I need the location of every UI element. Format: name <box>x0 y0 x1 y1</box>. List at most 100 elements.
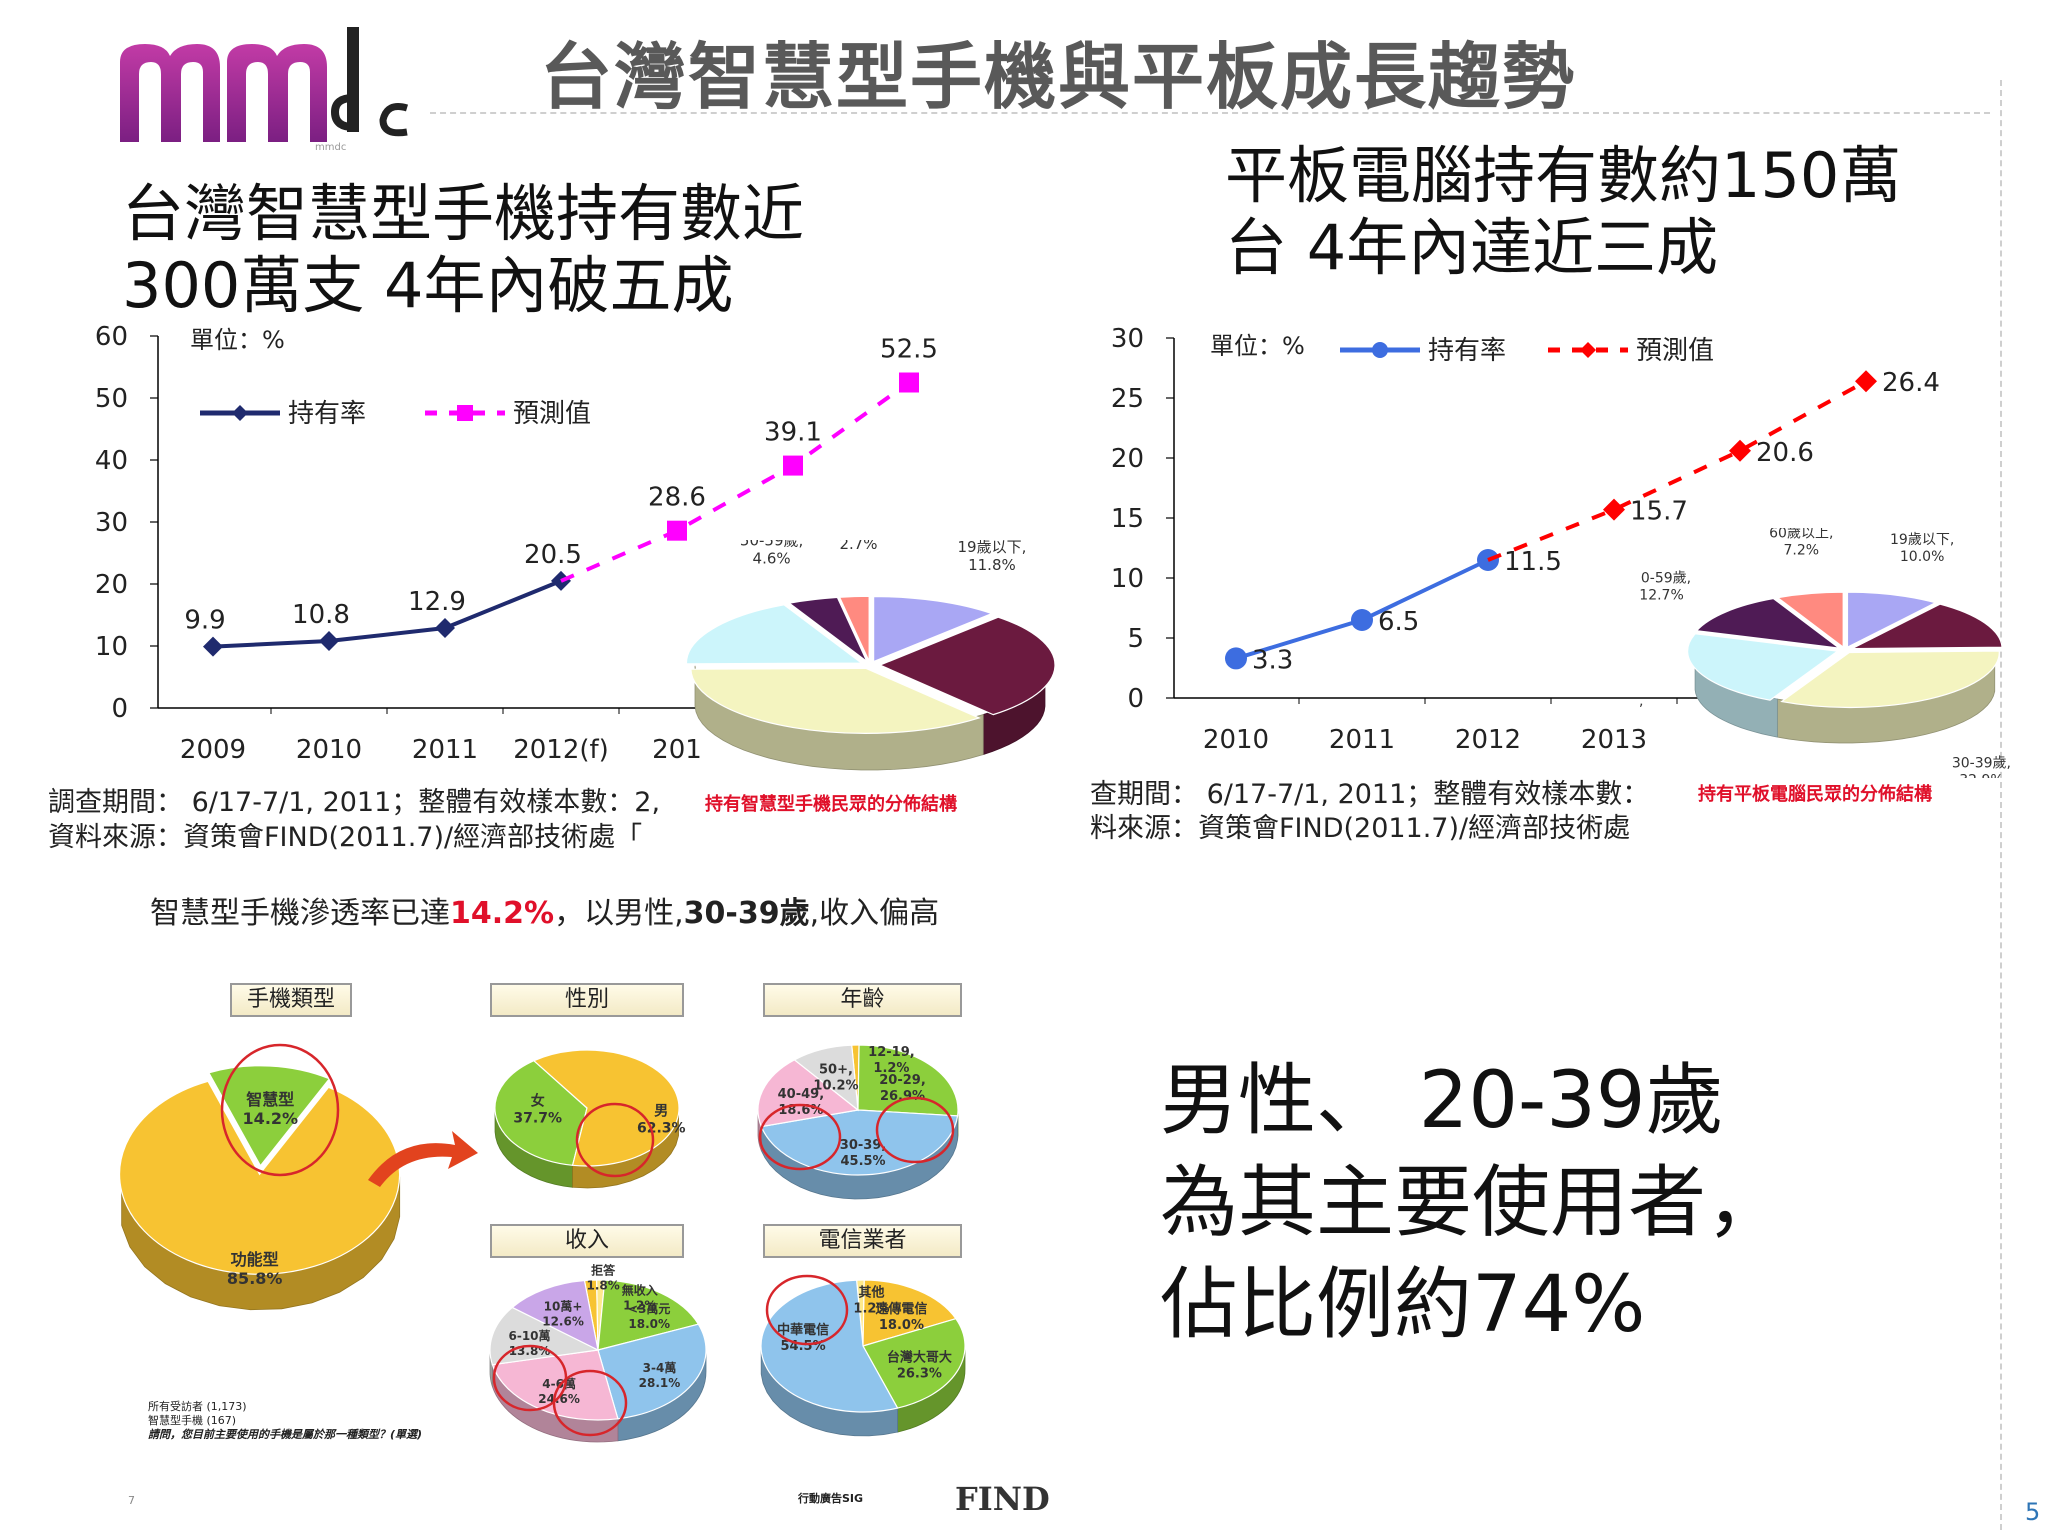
highlight-ring <box>220 1043 340 1177</box>
data-point <box>667 520 687 541</box>
data-label: 6.5 <box>1378 607 1419 637</box>
pie-slice-value: 62.3% <box>637 1121 686 1137</box>
data-point <box>783 455 803 476</box>
pie-slice-value: 1.2% <box>853 1301 889 1316</box>
legend-marker <box>232 405 248 421</box>
legend-marker <box>1372 342 1388 358</box>
pie-slice-value: 18.0% <box>879 1318 924 1333</box>
pie-slice <box>878 616 1056 716</box>
find-logo: FIND <box>955 1480 1050 1518</box>
pie-slice <box>685 604 864 665</box>
pie-slice <box>489 1306 601 1366</box>
tablet-age-pie: 19歲以下,10.0%20-29歲,14.6%30-39歲,32.9%40-49… <box>1640 528 2010 778</box>
pie-slice-value: 11.8% <box>968 556 1016 574</box>
x-tick-label: 2010 <box>296 735 362 765</box>
curved-arrow-icon <box>368 1131 478 1187</box>
data-label: 28.6 <box>648 483 706 513</box>
x-tick-label: 2010 <box>1203 725 1269 755</box>
pie-slice-value: 2.7% <box>839 540 877 553</box>
pie-slice-value: 85.8% <box>227 1269 283 1288</box>
highlight-ring <box>765 1274 849 1346</box>
pie-slice-value: 12.7% <box>1640 587 1684 603</box>
smartphone-age-pie: 19歲以下,11.8%20-29歲,27.0%30-39歲,36.0%0-49歲… <box>685 540 1056 771</box>
legend-label-forecast: 預測值 <box>1636 336 1714 366</box>
pie-slice-value: 10.2% <box>813 1079 858 1094</box>
survey-label-telecom: 電信業者 <box>763 1224 962 1258</box>
pie-slice-label: 6-10萬 <box>508 1328 550 1343</box>
x-tick-label: 2012 <box>1455 725 1521 755</box>
data-label: 20.5 <box>524 540 582 570</box>
pie-slice-label: 4-6萬 <box>542 1376 576 1391</box>
y-tick-label: 15 <box>1111 504 1144 534</box>
legend-label-forecast: 預測值 <box>513 399 591 429</box>
pie-slice-value: 14.2% <box>243 1109 299 1128</box>
data-point <box>551 570 571 591</box>
right-source-line1: 查期間： 6/17-7/1, 2011；整體有效樣本數： <box>1090 779 1650 810</box>
unit-label: 單位：% <box>190 326 285 354</box>
data-point <box>1225 647 1247 670</box>
pie-slice-label: 60歲以上, <box>1769 528 1833 541</box>
y-tick-label: 40 <box>95 446 128 476</box>
mmdc-logo: mmdc <box>120 27 409 152</box>
logo-text: mmdc <box>315 142 346 152</box>
page-number: 5 <box>2025 1498 2041 1526</box>
pie-slice-label: 20-29, <box>879 1073 926 1088</box>
right-divider <box>2000 80 2002 1530</box>
series-line-forecast <box>1487 379 1867 562</box>
data-label: 20.6 <box>1756 438 1814 468</box>
y-tick-label: 10 <box>95 632 128 662</box>
pie-slice-value: 12.6% <box>542 1315 584 1329</box>
highlight-ring <box>758 1103 842 1171</box>
pie-slice-label: 功能型 <box>231 1250 279 1269</box>
pie-slice-value: 26.3% <box>897 1366 942 1381</box>
data-point <box>1603 498 1625 521</box>
survey-notes-line1: 所有受訪者 (1,173) <box>148 1400 247 1413</box>
y-tick-label: 30 <box>1111 324 1144 354</box>
y-tick-label: 20 <box>95 570 128 600</box>
survey-label-phone-type: 手機類型 <box>230 983 352 1017</box>
survey-footer-brand: 行動廣告SIG <box>798 1492 864 1505</box>
pie-slice-value: 26.9% <box>880 1089 925 1104</box>
pie-slice <box>862 1279 957 1347</box>
pie-slice <box>838 595 870 662</box>
y-tick-label: 0 <box>111 694 128 724</box>
x-tick-label: 201 <box>652 735 702 765</box>
highlight-ring <box>552 1369 628 1437</box>
y-tick-label: 5 <box>1127 624 1144 654</box>
pie-slice-label: 拒答 <box>591 1263 616 1278</box>
survey-footer-page: 7 <box>128 1494 135 1507</box>
pie-slice-label: 智慧型 <box>246 1090 294 1109</box>
data-label: 3.3 <box>1252 645 1293 675</box>
pie-slice-label: 50-59歲, <box>740 540 803 549</box>
pie-slice <box>690 667 981 734</box>
pie-slice <box>1780 650 2000 709</box>
pie-slice-label: 12-19, <box>868 1045 915 1060</box>
key-findings-line2: 為其主要使用者， <box>1160 1158 1785 1248</box>
gender-pie: 女37.7% 男62.3% <box>494 1049 686 1189</box>
smartphone-pie-caption: 持有智慧型手機民眾的分佈結構 <box>705 794 957 815</box>
pie-slice-label: 30-39, <box>840 1138 887 1153</box>
pie-slice <box>862 1317 966 1409</box>
pie-slice-label: 50+, <box>819 1063 853 1078</box>
tablet-line-chart: 0 5 10 15 20 25 30 2010 2011 2012 2013 單位：% 3.3 6.5 11… <box>1111 324 1940 755</box>
pie-slice <box>511 1279 599 1352</box>
pie-slice <box>597 1279 700 1351</box>
pie-slice <box>793 1044 859 1112</box>
pie-slice <box>1776 591 1844 649</box>
pie-slice-label: 其他 <box>858 1284 884 1300</box>
age-pie: 12-19,1.2%20-29,26.9%30-39,45.5%40-49,18… <box>757 1044 959 1200</box>
pie-slice-value: 18.0% <box>628 1317 670 1331</box>
pie-slice-label: 女 <box>531 1092 545 1109</box>
pie-slice-label: 40-49歲, <box>1640 693 1643 709</box>
right-heading-line2: 台 4年內達近三成 <box>1225 211 1719 284</box>
data-label: 15.7 <box>1630 497 1688 527</box>
x-tick-label: 2013 <box>1581 725 1647 755</box>
pie-slice <box>532 1049 680 1167</box>
data-point <box>899 372 919 393</box>
pie-slice <box>1695 597 1842 649</box>
pie-slice-value: 32.9% <box>1959 772 2003 778</box>
tablet-pie-caption: 持有平板電腦民眾的分佈結構 <box>1698 784 1932 805</box>
pie-slice <box>873 595 994 663</box>
